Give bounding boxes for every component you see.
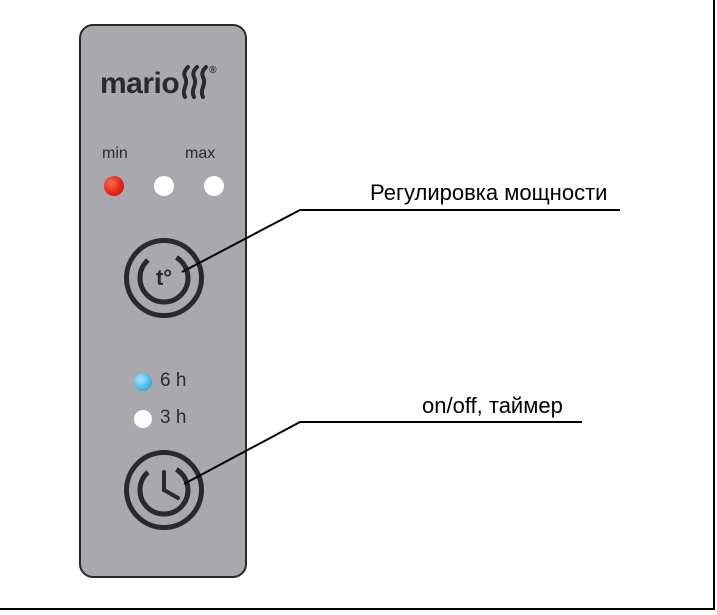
callout-power-label: Регулировка мощности <box>370 180 607 206</box>
callout-lines <box>0 0 717 615</box>
callout-timer-label: on/off, таймер <box>422 393 563 419</box>
